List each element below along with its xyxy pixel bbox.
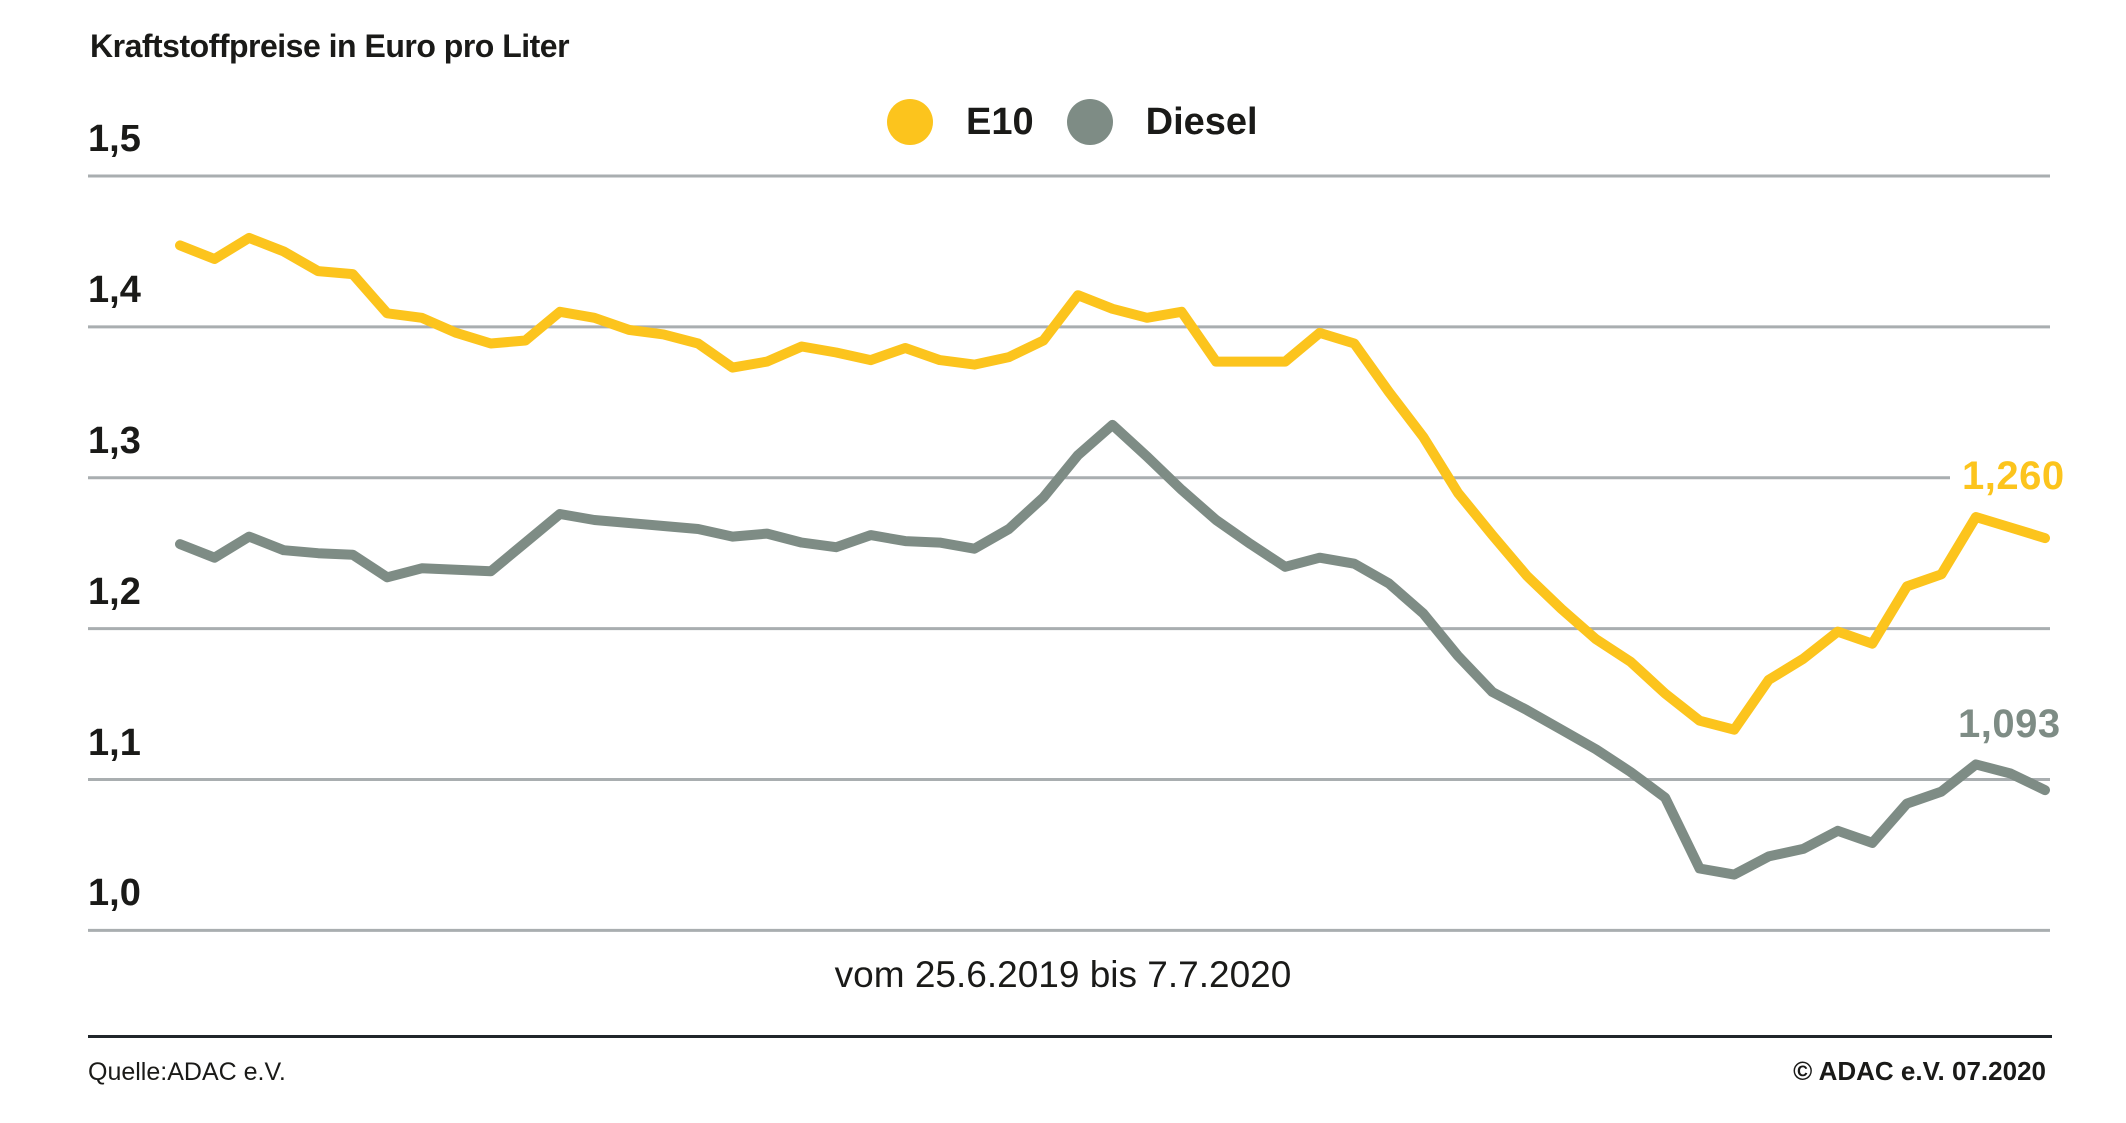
y-tick-label: 1,1 — [88, 721, 141, 764]
diesel-legend-dot-icon — [1066, 99, 1113, 145]
e10-price-line — [175, 232, 2050, 735]
footer-divider — [88, 1035, 2052, 1038]
copyright-label: © ADAC e.V. 07.2020 — [1793, 1056, 2046, 1086]
y-tick-label: 1,0 — [88, 872, 141, 915]
e10-legend-label: E10 — [966, 100, 1034, 143]
x-axis-caption: vom 25.6.2019 bis 7.7.2020 — [834, 954, 1292, 995]
y-tick-label: 1,4 — [88, 268, 141, 311]
y-tick-label: 1,5 — [88, 118, 141, 160]
diesel-price-line — [175, 419, 2050, 880]
legend: E10 Diesel — [887, 98, 1258, 146]
e10-end-value-label: 1,260 — [1962, 454, 2065, 498]
diesel-end-value-label: 1,093 — [1958, 702, 2061, 746]
y-tick-label: 1,3 — [88, 419, 141, 462]
y-tick-label: 1,2 — [88, 570, 141, 613]
diesel-legend-label: Diesel — [1145, 100, 1258, 143]
page-title: Kraftstoffpreise in Euro pro Liter — [90, 28, 570, 64]
e10-legend-dot-icon — [887, 99, 933, 145]
source-label: Quelle:ADAC e.V. — [88, 1058, 286, 1086]
